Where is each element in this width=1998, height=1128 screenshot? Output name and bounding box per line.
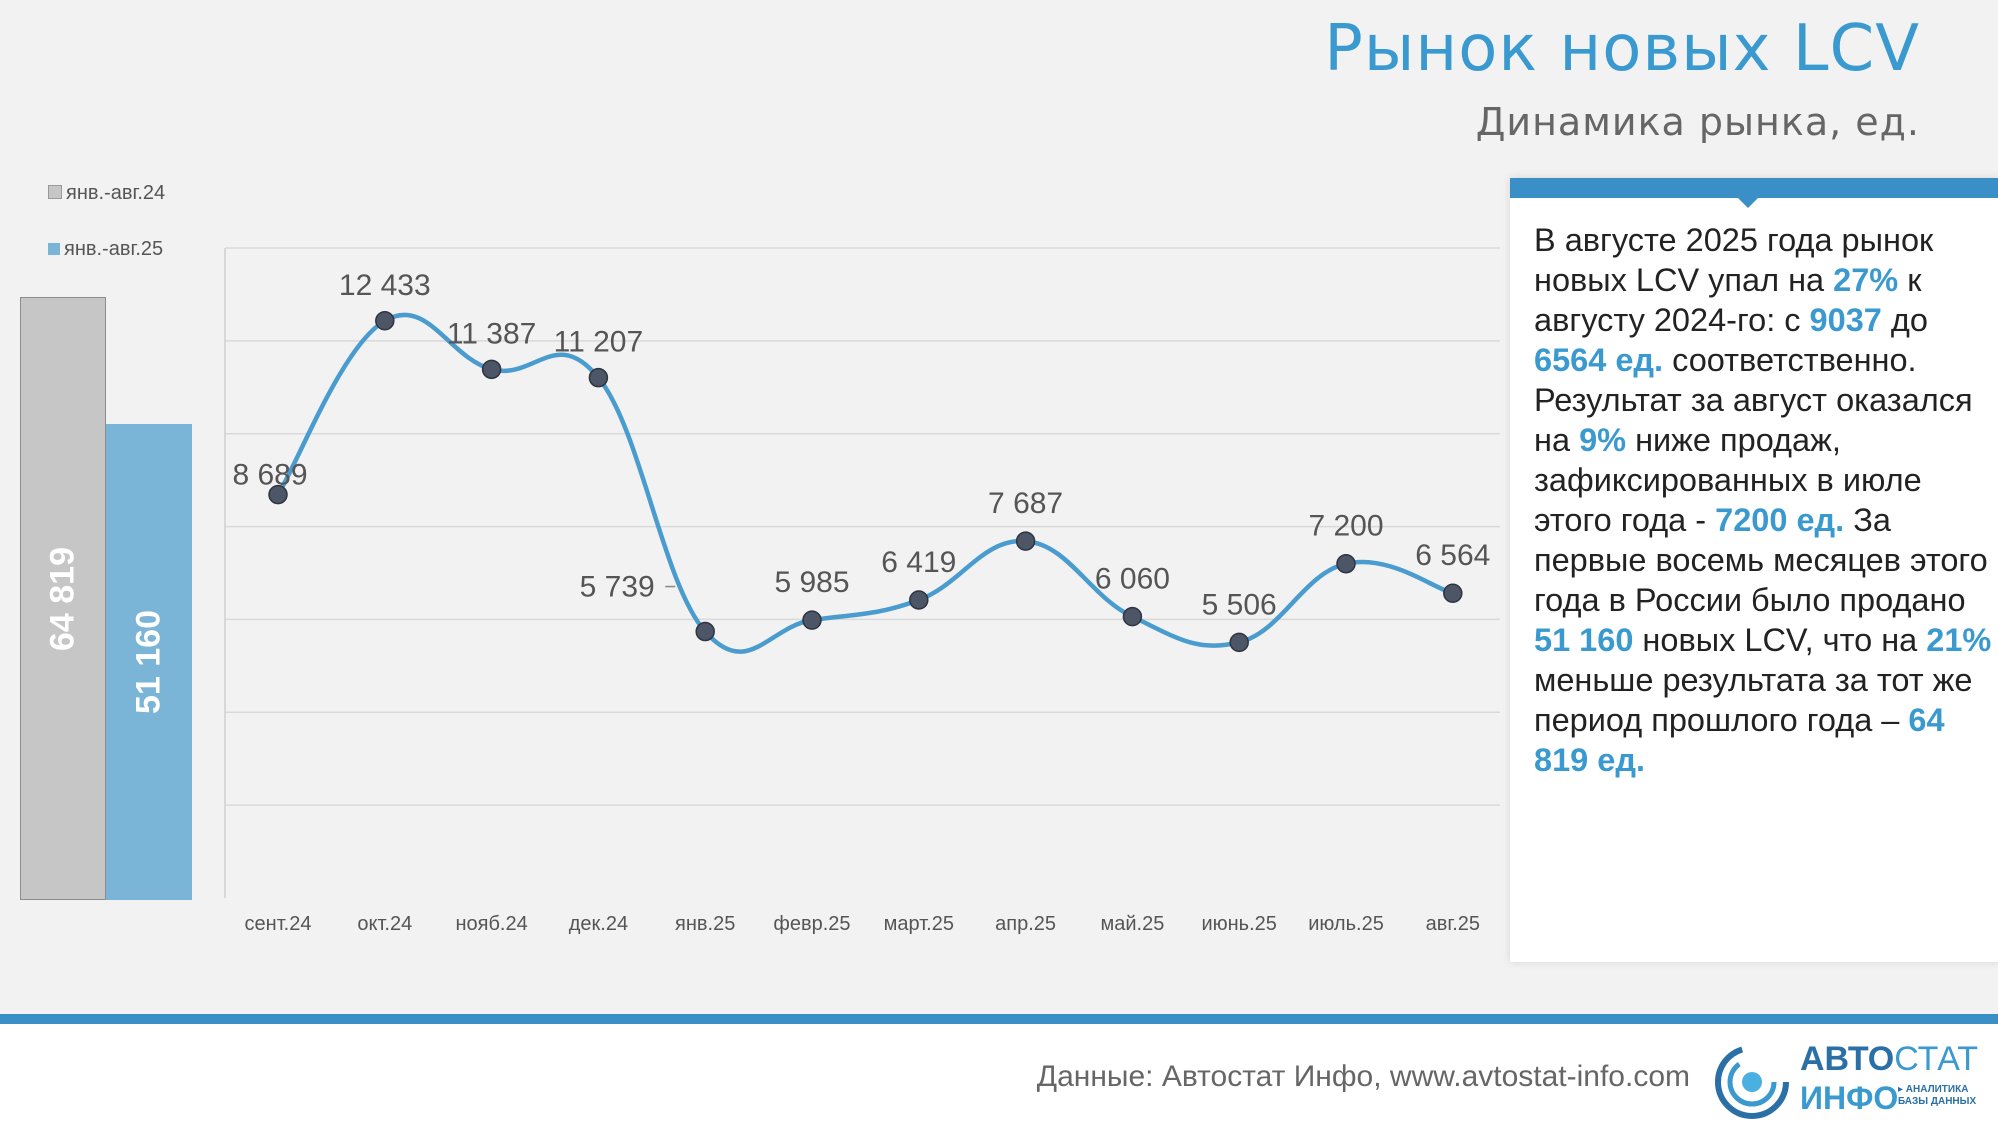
- x-tick-апр.25: апр.25: [995, 913, 1056, 935]
- data-point-авг.25: [1443, 583, 1463, 603]
- source-note: Данные: Автостат Инфо, www.avtostat-info…: [1036, 1060, 1690, 1093]
- logo-subword: ИНФО: [1800, 1080, 1899, 1116]
- data-label-авг.25: 6 564: [1415, 539, 1490, 572]
- data-point-сент.24: [268, 484, 288, 505]
- data-point-февр.25: [802, 610, 822, 630]
- monthly-line-chart: 8 689 12 433 11 387 11 207 5 739 5 985 6 419 7 …: [224, 247, 1500, 935]
- data-point-янв.25: [695, 621, 715, 642]
- x-tick-нояб.24: нояб.24: [455, 913, 527, 935]
- x-tick-labels: сент.24 окт.24 нояб.24 дек.24 янв.25 февр.25 м…: [245, 913, 1480, 935]
- x-tick-сент.24: сент.24: [245, 913, 312, 935]
- logo-tagline: ▸ АНАЛИТИКА БАЗЫ ДАННЫХ: [1898, 1084, 1977, 1107]
- x-tick-дек.24: дек.24: [569, 913, 628, 935]
- page-title: Рынок новых LCV: [1324, 12, 1920, 86]
- legend-label-2025: янв.-авг.25: [64, 238, 164, 260]
- legend-ytd-2024: янв.-авг.24: [48, 182, 165, 205]
- data-point-июль.25: [1336, 553, 1356, 574]
- data-point-май.25: [1122, 606, 1143, 627]
- data-point-июнь.25: [1229, 632, 1249, 653]
- x-tick-февр.25: февр.25: [773, 913, 850, 935]
- x-tick-авг.25: авг.25: [1426, 913, 1480, 935]
- ytd-bar-2024: 64 819: [20, 297, 106, 900]
- x-tick-окт.24: окт.24: [357, 913, 412, 935]
- page-subtitle: Динамика рынка, ед.: [1475, 100, 1920, 144]
- legend-swatch-2024: [48, 185, 62, 199]
- x-tick-июль.25: июль.25: [1308, 913, 1384, 935]
- ytd-bar-2025: 51 160: [106, 424, 192, 900]
- chart-grid: [225, 247, 1500, 806]
- data-label-июль.25: 7 200: [1308, 510, 1383, 543]
- footer-divider: [0, 1014, 1998, 1024]
- series-markers: [268, 311, 1463, 653]
- data-label-апр.25: 7 687: [988, 487, 1063, 520]
- data-label-сент.24: 8 689: [232, 459, 307, 492]
- data-label-окт.24: 12 433: [339, 269, 431, 302]
- summary-panel: В августе 2025 года рынок новых LCV упал…: [1510, 178, 1998, 962]
- data-point-март.25: [909, 590, 929, 610]
- legend-swatch-2025: [48, 243, 60, 255]
- data-label-июнь.25: 5 506: [1202, 588, 1277, 621]
- footer: Данные: Автостат Инфо, www.avtostat-info…: [0, 1024, 1998, 1128]
- data-point-окт.24: [375, 311, 395, 331]
- data-label-янв.25: 5 739: [580, 571, 655, 604]
- data-point-дек.24: [588, 367, 609, 388]
- panel-notch: [1738, 198, 1758, 208]
- data-label-февр.25: 5 985: [774, 566, 849, 599]
- avtostat-logo-icon: [1715, 1045, 1789, 1119]
- legend-label-2024: янв.-авг.24: [66, 182, 166, 204]
- data-point-нояб.24: [481, 359, 502, 380]
- data-label-май.25: 6 060: [1095, 563, 1170, 596]
- x-tick-май.25: май.25: [1100, 913, 1164, 935]
- legend-ytd-2025: янв.-авг.25: [48, 238, 163, 261]
- data-label-дек.24: 11 207: [554, 326, 644, 359]
- x-tick-июнь.25: июнь.25: [1201, 913, 1276, 935]
- data-labels: 8 689 12 433 11 387 11 207 5 739 5 985 6 419 7 …: [232, 269, 1490, 622]
- x-tick-янв.25: янв.25: [675, 913, 735, 935]
- data-label-март.25: 6 419: [881, 546, 956, 579]
- panel-accent-bar: [1510, 178, 1998, 198]
- data-point-апр.25: [1015, 531, 1036, 551]
- x-tick-март.25: март.25: [884, 913, 954, 935]
- logo-wordmark: АВТОСТАТ: [1800, 1040, 1979, 1078]
- summary-text: В августе 2025 года рынок новых LCV упал…: [1534, 222, 1992, 778]
- data-label-нояб.24: 11 387: [447, 317, 537, 350]
